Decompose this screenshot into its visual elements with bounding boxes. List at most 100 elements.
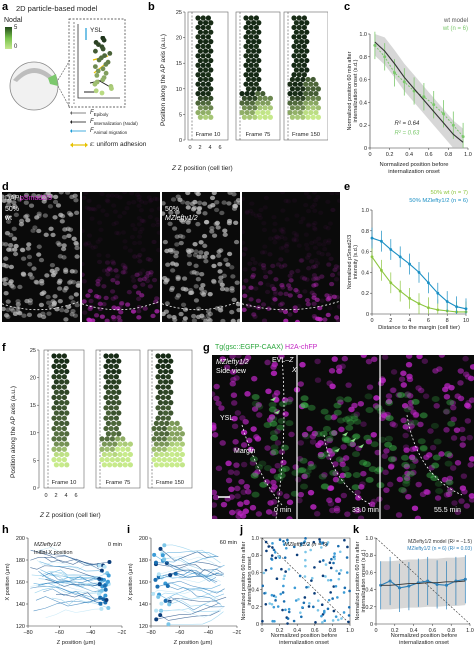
force-animal-migration: FAnimal migration <box>90 128 128 136</box>
model-cell <box>159 462 165 468</box>
model-cell <box>99 457 105 463</box>
series-point <box>427 306 430 310</box>
model-cell <box>157 389 163 395</box>
scatter-point <box>305 586 308 589</box>
model-cell <box>267 105 273 111</box>
model-cell <box>105 420 111 426</box>
model-cell <box>155 394 161 401</box>
trajectory-start <box>106 605 111 610</box>
model-cell <box>160 353 166 359</box>
scatter-point <box>335 569 338 573</box>
model-cell <box>292 81 298 87</box>
model-cell <box>116 400 122 406</box>
g-ysl: YSL <box>220 415 234 422</box>
data-point <box>407 584 411 588</box>
data-point <box>388 579 392 583</box>
model-cell <box>203 76 209 83</box>
model-cell <box>122 441 128 447</box>
model-cell <box>153 431 159 437</box>
model-line <box>380 580 466 586</box>
model-cell <box>51 394 57 401</box>
model-cell <box>315 86 321 92</box>
series-point <box>389 281 393 285</box>
trajectory-end <box>152 552 157 557</box>
cell-arrowhead <box>350 438 356 442</box>
trajectory-start <box>105 579 110 584</box>
model-cell <box>313 100 319 106</box>
model-cell <box>151 425 157 432</box>
model-cell <box>291 43 297 49</box>
scatter-point <box>321 559 325 562</box>
trajectory <box>45 608 102 619</box>
trajectory-end <box>158 546 163 551</box>
model-cell <box>120 436 126 442</box>
trajectory-end <box>167 602 172 607</box>
scatter-point <box>304 537 307 540</box>
model-cell <box>94 73 100 78</box>
model-cell <box>247 114 253 120</box>
model-cell <box>120 446 126 452</box>
model-cell <box>168 379 174 385</box>
trajectory-end <box>160 553 165 558</box>
model-cell <box>253 72 259 78</box>
model-cell <box>289 105 295 111</box>
x-axis-label: Normalized position before <box>391 633 458 639</box>
cell-arrowhead <box>358 444 364 448</box>
g-sub1: MZlefty1/2 <box>216 359 249 366</box>
model-cell <box>310 76 316 83</box>
ytick-label: 0 <box>370 622 373 628</box>
model-cell <box>305 114 311 120</box>
model-cell <box>172 436 178 442</box>
model-cell <box>243 43 249 49</box>
model-cell <box>127 451 133 458</box>
scatter-point <box>310 579 313 582</box>
series-point <box>436 308 440 312</box>
model-cell <box>64 368 70 375</box>
model-cell <box>293 57 299 64</box>
model-cell <box>122 462 128 468</box>
model-cell <box>61 374 67 380</box>
model-cell <box>61 457 67 463</box>
model-cell <box>51 384 57 390</box>
ytick-label: 0.4 <box>361 270 369 276</box>
trajectory <box>35 596 104 607</box>
ytick-label: 15 <box>176 61 182 67</box>
model-cell <box>172 446 178 452</box>
scatter-point <box>336 618 340 622</box>
model-cell <box>245 86 251 92</box>
model-cell <box>248 81 254 87</box>
model-cell <box>113 363 119 369</box>
model-cell <box>297 81 303 87</box>
x-axis-label: Normalized position before <box>380 162 449 168</box>
scatter-point <box>280 567 283 571</box>
y-axis-label: Normalized position 60 min after <box>355 541 361 620</box>
model-cell <box>253 62 259 68</box>
model-cell <box>197 48 203 54</box>
model-cell <box>56 457 62 463</box>
trajectory <box>158 572 217 582</box>
model-cell <box>56 363 62 369</box>
model-cell <box>256 76 262 83</box>
model-cell <box>251 67 257 73</box>
mz-label: MZlefty1/2 <box>165 215 198 222</box>
model-cell <box>179 431 185 437</box>
model-cell <box>245 57 251 64</box>
scatter-point <box>322 611 326 614</box>
trajectory <box>166 562 224 574</box>
model-cell <box>200 81 206 87</box>
model-cell <box>260 109 266 116</box>
model-cell <box>260 91 266 97</box>
model-cell <box>200 43 206 49</box>
scatter-point <box>316 609 320 612</box>
scatter-point <box>320 614 323 618</box>
model-cell <box>301 72 307 78</box>
ytick-label: 1.0 <box>365 536 373 542</box>
model-cell <box>243 15 249 21</box>
scatter-point <box>284 570 287 573</box>
model-cell <box>157 400 163 406</box>
trajectory-end <box>166 622 171 627</box>
scatter-point <box>273 551 277 554</box>
g-x: X <box>292 367 297 374</box>
ytick-label: 0 <box>366 312 369 318</box>
model-cell <box>164 441 170 447</box>
